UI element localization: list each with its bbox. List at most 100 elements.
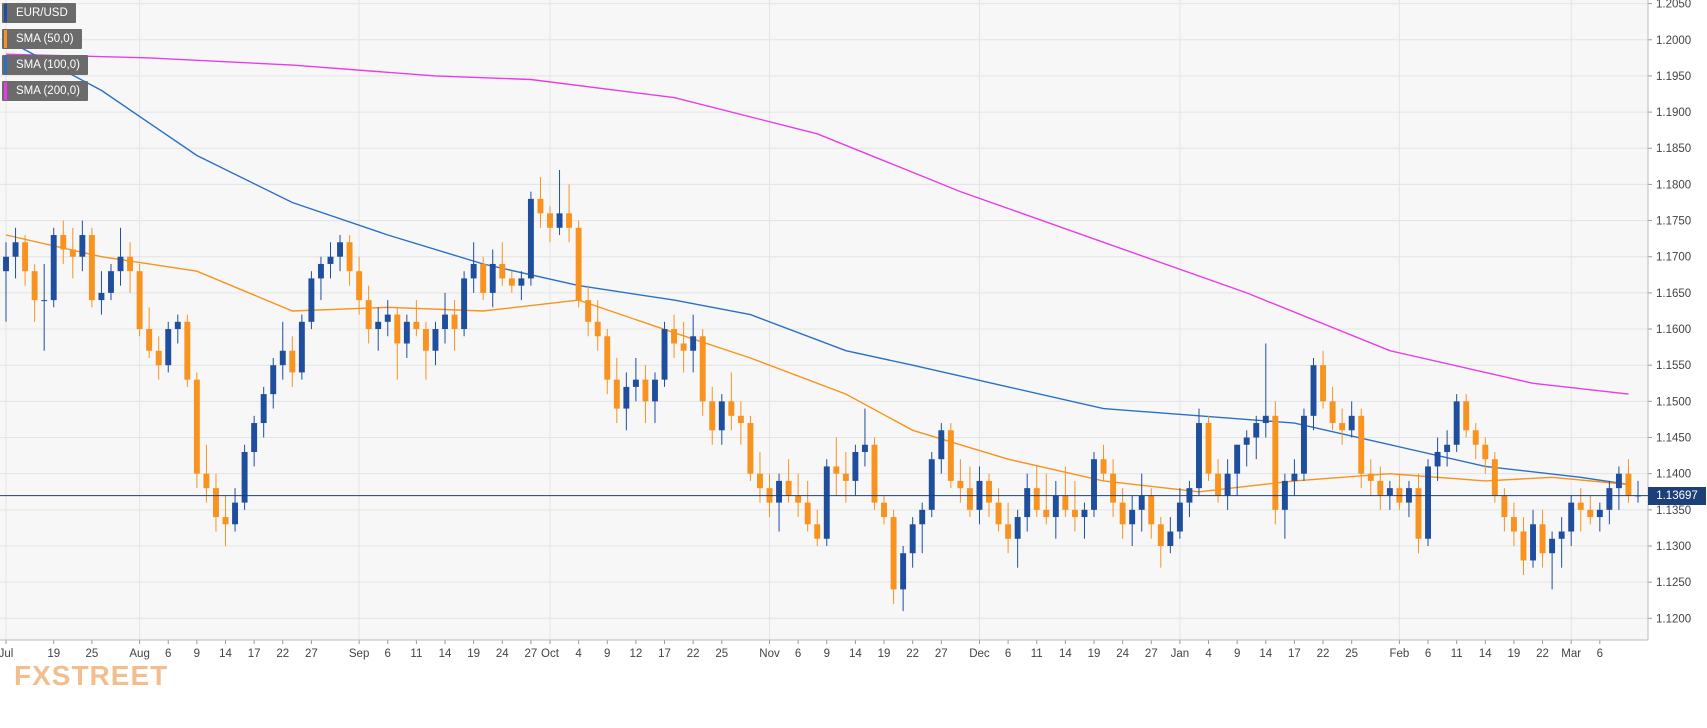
x-tick-label: Dec — [969, 648, 990, 660]
candle-body — [413, 321, 420, 330]
candle-body — [1291, 473, 1298, 481]
candle-body — [461, 278, 468, 330]
legend-item-sma200[interactable]: SMA (200,0) — [2, 81, 88, 101]
candle-body — [1348, 415, 1355, 431]
x-tick-label: 6 — [1597, 648, 1603, 660]
fxstreet-watermark-logo: FXSTREET — [14, 660, 169, 691]
candle-body — [671, 329, 678, 344]
candle-body — [652, 379, 658, 402]
candle-body — [1520, 531, 1527, 561]
candle-body — [1071, 509, 1078, 518]
candle-body — [728, 401, 735, 416]
candle-body — [1530, 524, 1536, 561]
y-tick-label: 1.1500 — [1656, 396, 1691, 408]
legend-label-eurusd: EUR/USD — [16, 7, 68, 19]
candle-body — [1014, 517, 1021, 539]
candle-body — [241, 451, 248, 503]
candle-body — [986, 480, 992, 503]
candle-body — [1062, 495, 1069, 510]
x-tick-label: 17 — [1288, 648, 1301, 660]
x-tick-label: 9 — [194, 648, 200, 660]
candle-body — [308, 278, 315, 322]
candle-body — [184, 321, 191, 380]
x-tick-label: 24 — [1116, 648, 1129, 660]
legend-item-eurusd[interactable]: EUR/USD — [2, 3, 76, 23]
candle-body — [1434, 451, 1441, 467]
x-tick-label: 25 — [85, 648, 98, 660]
candle-body — [79, 235, 86, 257]
x-tick-label: 6 — [1425, 648, 1431, 660]
candle-body — [1577, 502, 1584, 510]
candle-body — [1339, 423, 1346, 431]
candle-body — [1262, 415, 1269, 424]
x-tick-label: 22 — [687, 648, 700, 660]
candle-body — [337, 242, 343, 257]
candle-body — [136, 271, 143, 330]
candle-body — [1301, 415, 1307, 474]
legend-item-sma50[interactable]: SMA (50,0) — [2, 29, 82, 49]
candle-body — [556, 213, 563, 228]
candle-body — [1138, 495, 1145, 510]
x-tick-label: 22 — [906, 648, 919, 660]
candle-body — [1176, 502, 1183, 532]
x-tick-label: 27 — [1145, 648, 1158, 660]
candle-body — [22, 242, 29, 272]
x-tick-label: 14 — [849, 648, 862, 660]
x-tick-label: Jan — [1171, 648, 1190, 660]
candle-body — [1558, 531, 1565, 539]
candle-body — [117, 256, 124, 272]
candle-body — [718, 401, 725, 431]
candle-body — [346, 242, 353, 272]
candle-body — [384, 314, 391, 322]
x-tick-label: 27 — [935, 648, 948, 660]
x-tick-label: 4 — [1205, 648, 1212, 660]
candle-body — [1463, 401, 1470, 431]
candle-body — [1005, 524, 1012, 539]
candle-body — [537, 198, 544, 214]
x-tick-label: 11 — [410, 648, 422, 660]
x-tick-label: Jul — [0, 648, 13, 660]
candle-body — [1587, 509, 1594, 518]
candle-body — [604, 336, 611, 380]
candle-body — [1568, 502, 1575, 532]
x-tick-label: 27 — [305, 648, 318, 660]
candle-body — [88, 235, 95, 301]
candle-body — [1606, 488, 1613, 510]
legend-item-sma100[interactable]: SMA (100,0) — [2, 55, 88, 75]
x-tick-label: 22 — [1536, 648, 1549, 660]
candle-body — [356, 271, 363, 301]
candle-body — [1033, 488, 1040, 510]
candle-body — [547, 213, 553, 228]
candle-body — [403, 321, 410, 344]
candle-body — [108, 271, 114, 293]
candle-body — [1510, 517, 1517, 532]
candle-body — [60, 235, 67, 250]
candle-body — [1596, 509, 1603, 518]
x-tick-label: 6 — [795, 648, 801, 660]
sma-100-line — [5, 39, 1629, 486]
candle-body — [861, 444, 868, 452]
x-tick-label: 12 — [629, 648, 642, 660]
candle-body — [1615, 473, 1622, 489]
candle-body — [1358, 415, 1365, 474]
candle-body — [890, 517, 897, 590]
x-tick-label: 6 — [1005, 648, 1011, 660]
candle-body — [222, 517, 229, 525]
candle-body — [375, 321, 382, 330]
x-tick-label: 19 — [1508, 648, 1521, 660]
candle-body — [365, 300, 372, 330]
x-tick-label: 4 — [575, 648, 582, 660]
candle-body — [1482, 444, 1489, 460]
x-tick-label: 25 — [1345, 648, 1358, 660]
candle-body — [1205, 423, 1212, 474]
candle-body — [1367, 473, 1374, 481]
current-price-badge: 1.13697 — [1648, 486, 1706, 505]
y-tick-label: 1.2050 — [1656, 0, 1691, 11]
y-tick-label: 1.1850 — [1656, 143, 1691, 155]
candle-body — [919, 509, 926, 525]
candle-body — [1081, 509, 1088, 518]
candle-body — [1043, 509, 1050, 518]
x-tick-label: Mar — [1561, 648, 1581, 660]
